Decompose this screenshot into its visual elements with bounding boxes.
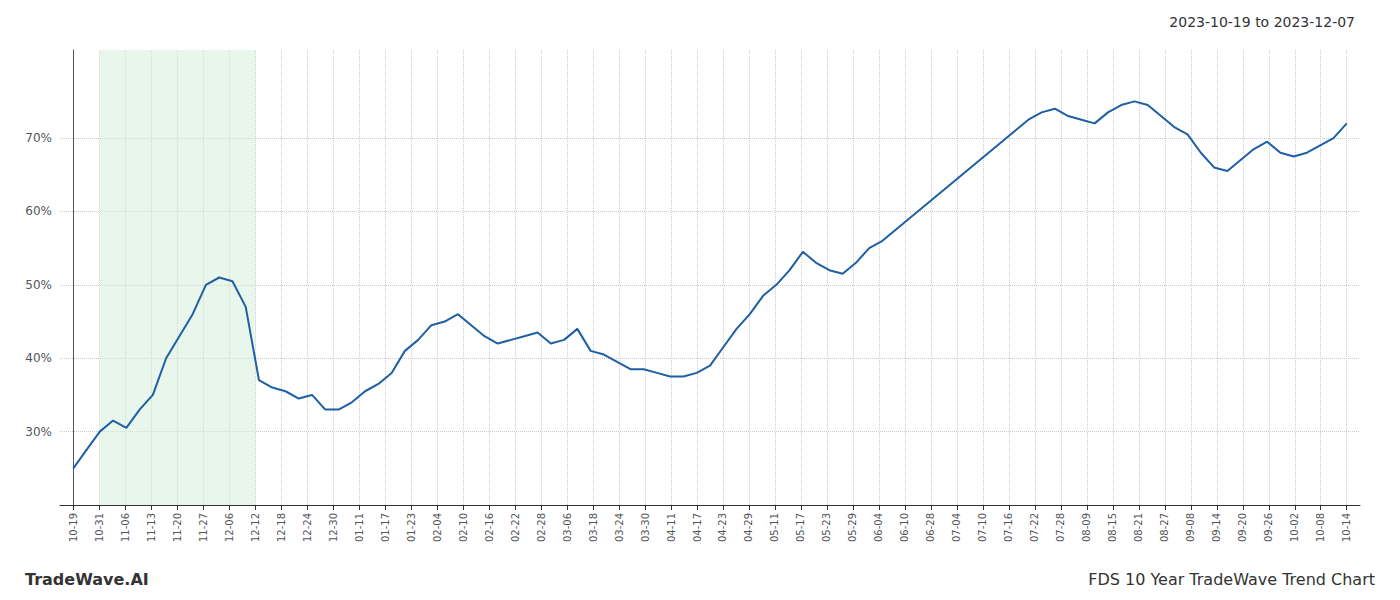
svg-text:01-11: 01-11	[354, 513, 365, 542]
svg-text:10-02: 10-02	[1289, 513, 1300, 542]
svg-text:06-10: 06-10	[899, 513, 910, 542]
svg-text:01-23: 01-23	[406, 513, 417, 542]
svg-text:30%: 30%	[25, 425, 52, 439]
svg-text:06-28: 06-28	[925, 513, 936, 542]
svg-text:10-31: 10-31	[94, 513, 105, 542]
svg-text:11-13: 11-13	[146, 513, 157, 542]
svg-text:09-08: 09-08	[1185, 513, 1196, 542]
svg-text:10-14: 10-14	[1341, 513, 1352, 542]
svg-text:02-04: 02-04	[432, 513, 443, 542]
svg-text:12-24: 12-24	[302, 513, 313, 542]
svg-text:09-14: 09-14	[1211, 513, 1222, 542]
svg-text:04-23: 04-23	[717, 513, 728, 542]
svg-text:08-21: 08-21	[1133, 513, 1144, 542]
svg-text:05-29: 05-29	[847, 513, 858, 542]
svg-text:70%: 70%	[25, 131, 52, 145]
svg-text:10-19: 10-19	[68, 513, 79, 542]
svg-text:02-16: 02-16	[484, 513, 495, 542]
svg-text:01-17: 01-17	[380, 513, 391, 542]
svg-text:06-04: 06-04	[873, 513, 884, 542]
svg-text:07-16: 07-16	[1003, 513, 1014, 542]
svg-text:03-06: 03-06	[562, 513, 573, 542]
svg-text:12-30: 12-30	[328, 513, 339, 542]
svg-text:05-23: 05-23	[821, 513, 832, 542]
svg-text:08-09: 08-09	[1081, 513, 1092, 542]
svg-text:12-12: 12-12	[250, 513, 261, 542]
svg-text:05-17: 05-17	[795, 513, 806, 542]
svg-text:02-10: 02-10	[458, 513, 469, 542]
svg-text:07-04: 07-04	[951, 513, 962, 542]
svg-text:04-29: 04-29	[743, 513, 754, 542]
svg-text:60%: 60%	[25, 204, 52, 218]
svg-text:11-06: 11-06	[120, 513, 131, 542]
svg-text:09-26: 09-26	[1263, 513, 1274, 542]
svg-text:50%: 50%	[25, 278, 52, 292]
svg-text:08-15: 08-15	[1107, 513, 1118, 542]
svg-text:07-10: 07-10	[977, 513, 988, 542]
svg-text:02-28: 02-28	[536, 513, 547, 542]
svg-text:12-06: 12-06	[224, 513, 235, 542]
svg-text:11-20: 11-20	[172, 513, 183, 542]
svg-text:11-27: 11-27	[198, 513, 209, 542]
svg-text:08-27: 08-27	[1159, 513, 1170, 542]
svg-text:03-30: 03-30	[640, 513, 651, 542]
svg-text:07-28: 07-28	[1055, 513, 1066, 542]
svg-text:09-20: 09-20	[1237, 513, 1248, 542]
svg-text:04-17: 04-17	[692, 513, 703, 542]
svg-text:40%: 40%	[25, 351, 52, 365]
svg-text:FDS 10 Year TradeWave Trend Ch: FDS 10 Year TradeWave Trend Chart	[1088, 570, 1375, 589]
svg-text:03-18: 03-18	[588, 513, 599, 542]
svg-text:02-22: 02-22	[510, 513, 521, 542]
svg-text:TradeWave.AI: TradeWave.AI	[25, 570, 149, 589]
svg-text:07-22: 07-22	[1029, 513, 1040, 542]
svg-text:05-11: 05-11	[769, 513, 780, 542]
svg-text:03-24: 03-24	[614, 513, 625, 542]
svg-text:12-18: 12-18	[276, 513, 287, 542]
svg-text:2023-10-19 to 2023-12-07: 2023-10-19 to 2023-12-07	[1169, 14, 1355, 30]
svg-text:04-11: 04-11	[666, 513, 677, 542]
svg-text:10-08: 10-08	[1315, 513, 1326, 542]
